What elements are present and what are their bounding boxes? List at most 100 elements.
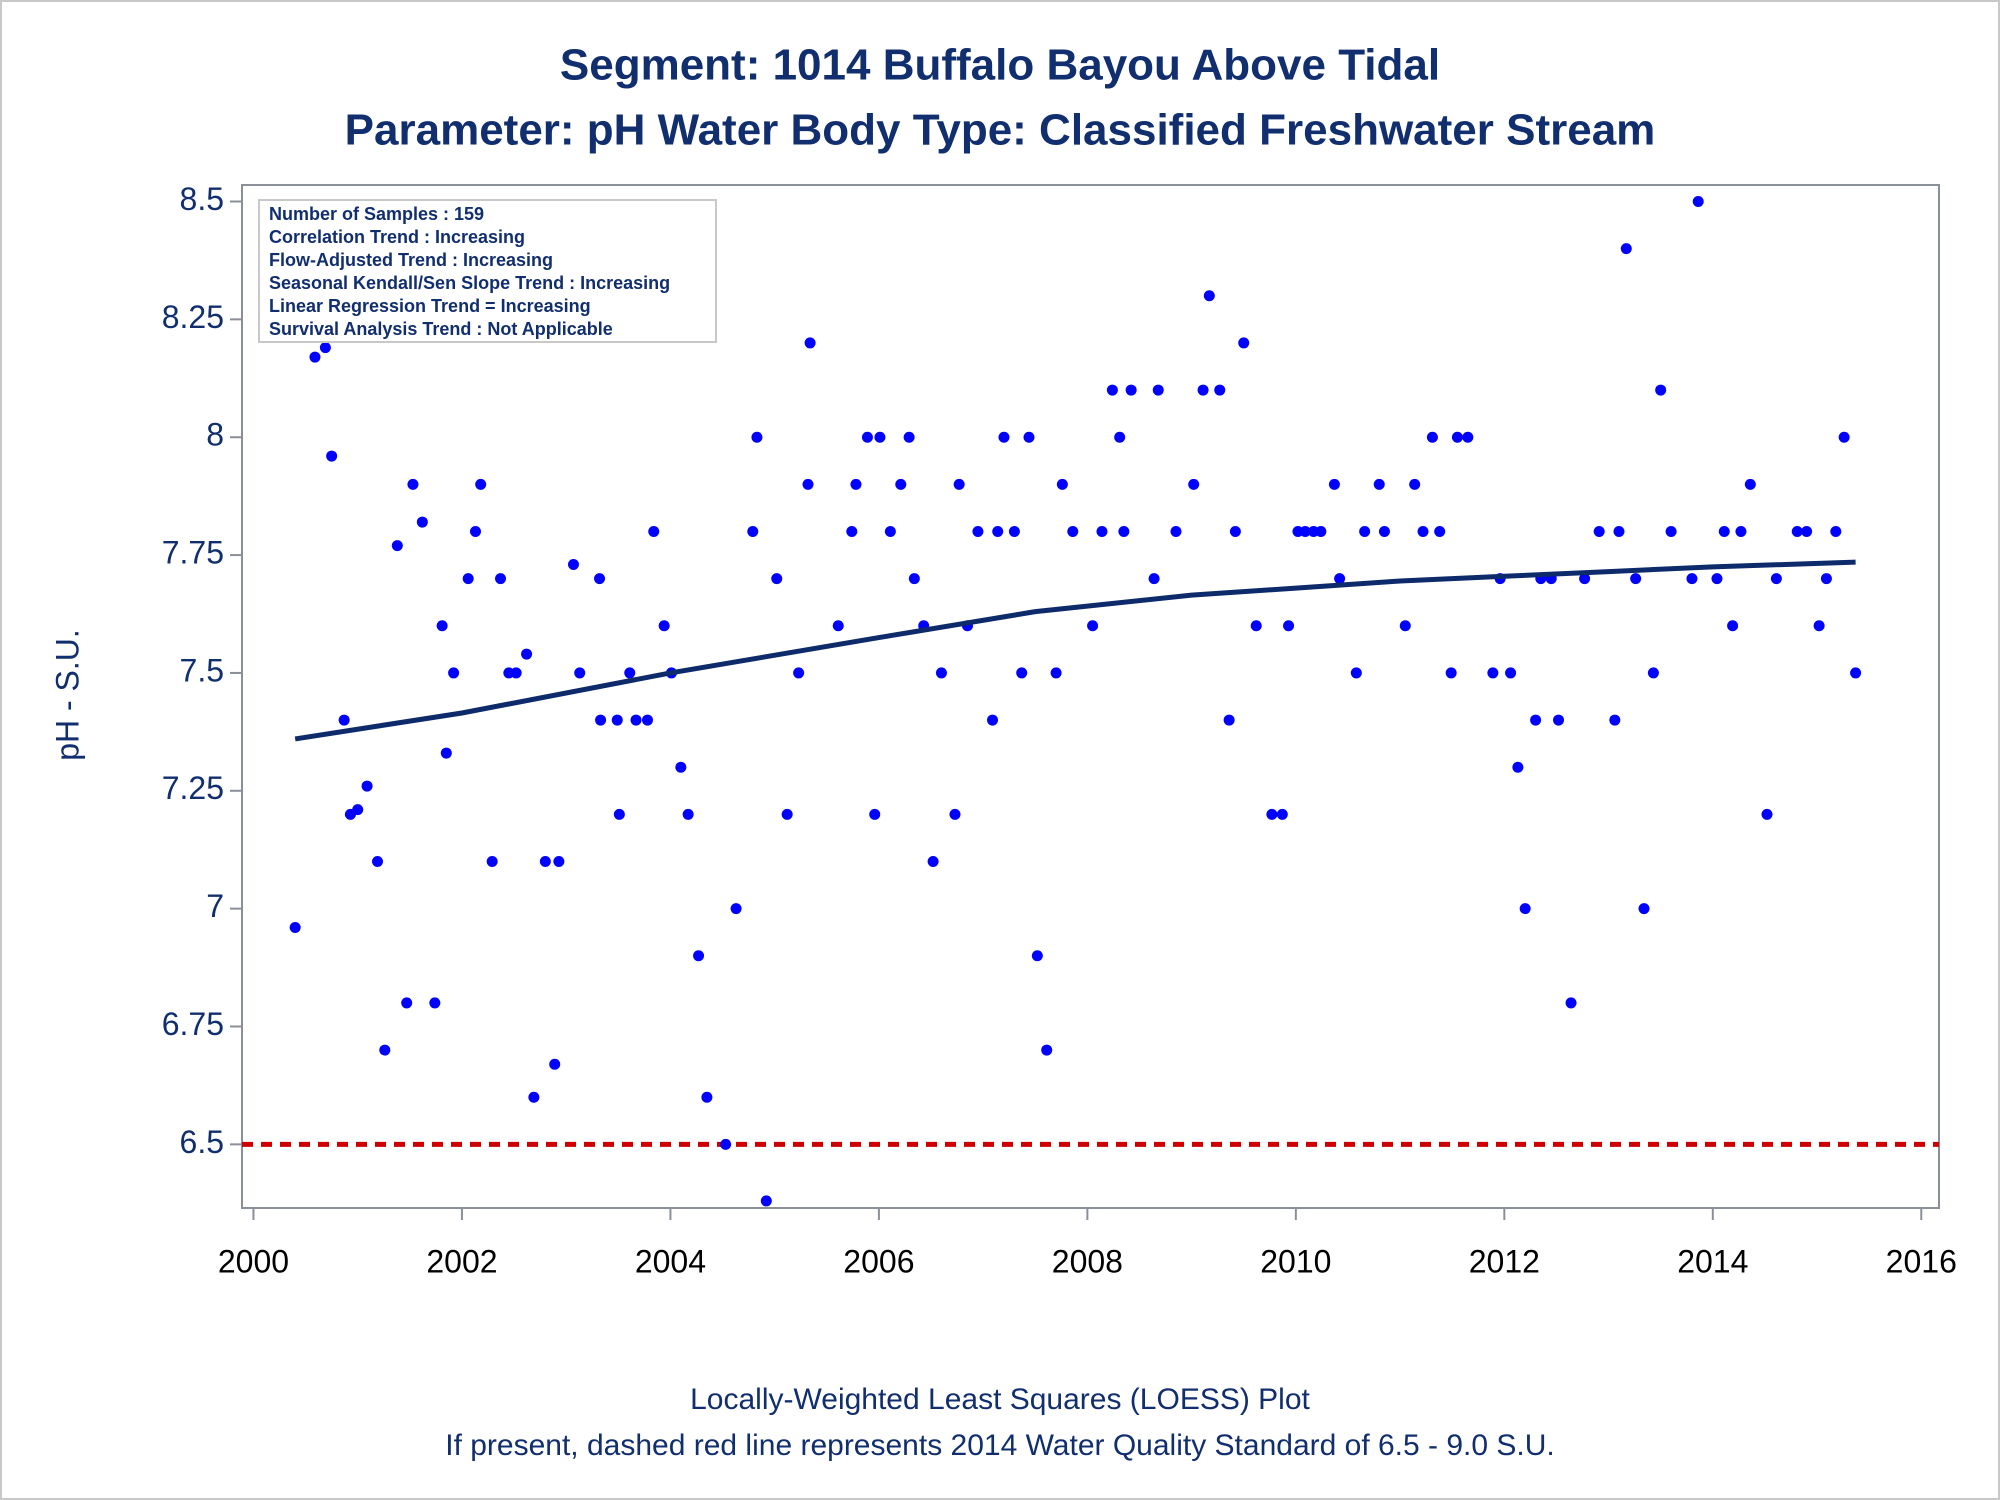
data-point (372, 856, 384, 867)
data-point (289, 922, 301, 933)
data-point (949, 808, 961, 820)
data-point (521, 648, 533, 660)
data-point (539, 856, 551, 867)
data-point (720, 1138, 732, 1150)
data-point (1350, 667, 1362, 679)
data-point (658, 620, 670, 632)
data-point (1761, 808, 1773, 820)
data-point (903, 431, 915, 443)
x-tick-label: 2000 (218, 1243, 289, 1279)
data-point (1250, 620, 1262, 632)
data-point (850, 478, 862, 490)
data-point (462, 573, 474, 585)
data-point (319, 342, 331, 354)
x-tick-label: 2010 (1260, 1243, 1331, 1279)
data-point (908, 573, 920, 585)
data-point (751, 431, 763, 443)
loess-line (294, 559, 1856, 742)
stats-box (258, 199, 717, 343)
data-point (1170, 526, 1182, 537)
data-point (309, 351, 321, 363)
data-point (1665, 526, 1677, 537)
plot-frame (241, 184, 1940, 1209)
data-point (1426, 431, 1438, 443)
data-point (1505, 667, 1517, 679)
x-tick-label: 2004 (635, 1243, 706, 1279)
data-point (927, 856, 939, 867)
data-point (701, 1091, 713, 1103)
data-point (624, 667, 636, 679)
data-point (1087, 620, 1099, 632)
data-point (574, 667, 586, 679)
data-point (595, 714, 607, 726)
data-point (510, 667, 522, 679)
footnote: If present, dashed red line represents 2… (445, 1429, 1555, 1462)
data-point (1067, 526, 1079, 537)
data-point (1359, 526, 1371, 537)
data-point (1096, 526, 1108, 537)
data-point (832, 620, 844, 632)
data-point (1023, 431, 1035, 443)
data-point (1445, 667, 1457, 679)
data-point (1118, 526, 1130, 537)
data-point (1399, 620, 1411, 632)
data-point (1229, 526, 1241, 537)
data-point (987, 714, 999, 726)
data-point (1434, 526, 1446, 537)
stats-line: Flow-Adjusted Trend : Increasing (269, 250, 553, 270)
y-tick-label: 8.5 (180, 181, 224, 217)
data-point (1735, 526, 1747, 537)
y-axis-label: pH - S.U. (49, 629, 85, 761)
x-tick-label: 2016 (1886, 1243, 1957, 1279)
data-point (747, 526, 759, 537)
data-point (1276, 808, 1288, 820)
data-point (1744, 478, 1756, 490)
chart-title: Segment: 1014 Buffalo Bayou Above Tidal (560, 41, 1440, 90)
data-point (1409, 478, 1421, 490)
data-point (1530, 714, 1542, 726)
data-point (486, 856, 498, 867)
y-tick-label: 7.5 (180, 652, 224, 688)
y-tick-label: 6.75 (162, 1006, 224, 1042)
data-point (1718, 526, 1730, 537)
data-point (1315, 526, 1327, 537)
data-point (630, 714, 642, 726)
data-point (549, 1058, 561, 1070)
data-point (1031, 950, 1043, 962)
data-point (436, 620, 448, 632)
stats-line: Linear Regression Trend = Increasing (269, 296, 591, 316)
data-point (1334, 573, 1346, 585)
y-tick-label: 8 (206, 417, 224, 453)
data-point (495, 573, 507, 585)
data-point (1214, 384, 1226, 396)
data-point (693, 950, 705, 962)
data-point (1373, 478, 1385, 490)
data-point (1630, 573, 1642, 585)
data-point (1512, 761, 1524, 773)
data-point (884, 526, 896, 537)
data-point (611, 714, 623, 726)
y-tick-label: 7.25 (162, 770, 224, 806)
data-point (1283, 620, 1295, 632)
data-point (1016, 667, 1028, 679)
x-tick-label: 2006 (843, 1243, 914, 1279)
data-point (1791, 526, 1803, 537)
data-point (1613, 526, 1625, 537)
data-point (352, 804, 364, 816)
data-point (1565, 997, 1577, 1009)
data-point (793, 667, 805, 679)
data-point (1838, 431, 1850, 443)
data-point (1152, 384, 1164, 396)
data-point (1620, 243, 1632, 255)
data-point (1655, 384, 1667, 396)
stats-line: Correlation Trend : Increasing (269, 227, 525, 247)
data-point (440, 747, 452, 759)
data-point (1692, 196, 1704, 207)
data-point (1487, 667, 1499, 679)
data-point (1519, 903, 1531, 915)
y-tick-label: 7.75 (162, 535, 224, 571)
data-point (407, 478, 419, 490)
data-point (401, 997, 413, 1009)
data-point (641, 714, 653, 726)
